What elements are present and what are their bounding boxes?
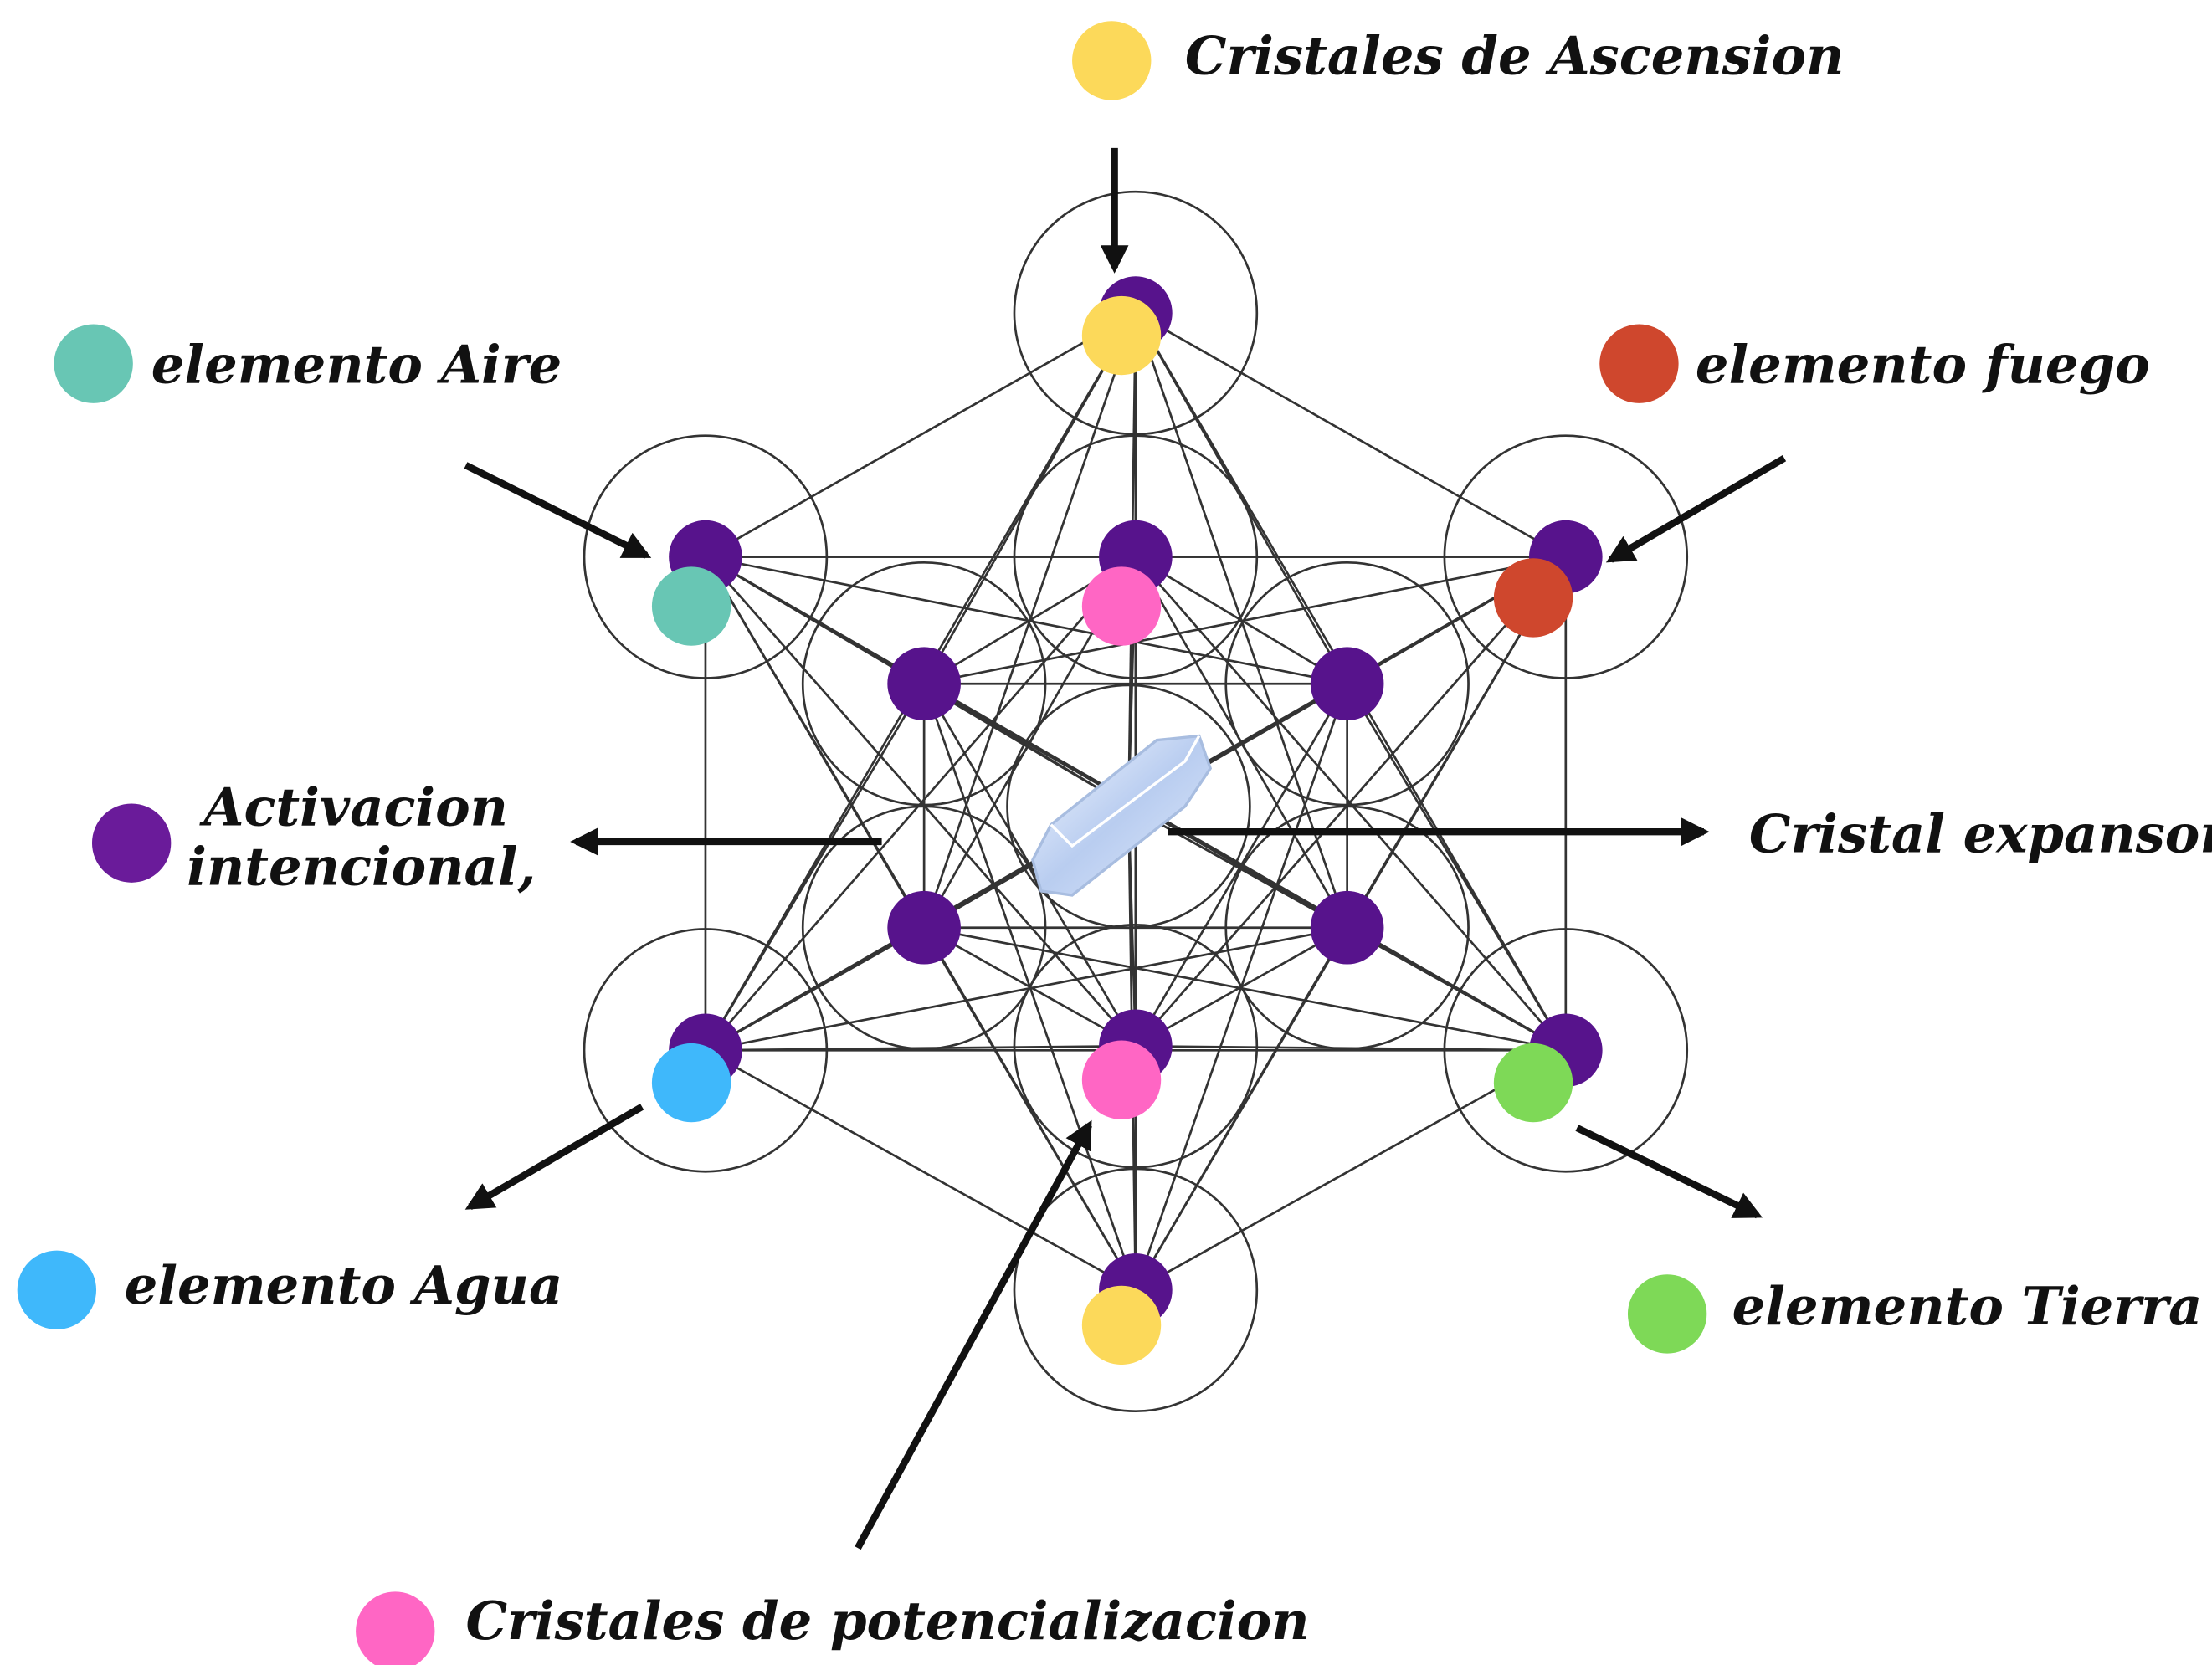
edge bbox=[923, 926, 1137, 1048]
edge bbox=[705, 1044, 1136, 1052]
arrow bbox=[464, 1104, 644, 1211]
edge bbox=[704, 556, 1137, 1052]
label: elemento Tierra bbox=[1732, 1275, 2203, 1337]
legend-dot bbox=[54, 324, 133, 403]
edge bbox=[1134, 556, 1567, 1048]
color-dot bbox=[651, 566, 731, 646]
edge bbox=[704, 556, 926, 929]
arrow bbox=[1605, 454, 1787, 563]
edge bbox=[1346, 683, 1567, 1052]
legend-dot bbox=[1599, 324, 1679, 403]
edge bbox=[1135, 556, 1348, 685]
purple-dot bbox=[1310, 890, 1384, 965]
arrows bbox=[464, 147, 1787, 1550]
color-dot bbox=[1493, 558, 1573, 638]
edge bbox=[1134, 556, 1567, 1052]
edge bbox=[1134, 927, 1348, 1291]
label: Cristales de potencializacion bbox=[466, 1590, 1310, 1652]
legend-dot bbox=[17, 1250, 97, 1329]
edge bbox=[1134, 556, 1348, 929]
arrow bbox=[1575, 1125, 1763, 1219]
edge bbox=[1135, 311, 1567, 558]
crystal bbox=[1031, 734, 1213, 897]
purple-dot bbox=[887, 647, 961, 721]
edge bbox=[1135, 926, 1348, 1048]
edge bbox=[1134, 683, 1348, 1047]
label: elemento Aire bbox=[151, 333, 562, 395]
node-dots bbox=[651, 276, 1603, 1365]
label: Cristales de Ascension bbox=[1185, 24, 1844, 86]
edge bbox=[1135, 1044, 1566, 1052]
label: Cristal expansor bbox=[1749, 803, 2212, 865]
color-dot bbox=[1493, 1043, 1573, 1123]
color-dot bbox=[1081, 295, 1162, 376]
label: intencional, bbox=[187, 835, 536, 897]
edge bbox=[705, 311, 1137, 558]
label: elemento Agua bbox=[125, 1254, 563, 1316]
edge bbox=[923, 926, 1567, 1052]
legend-dot bbox=[1072, 21, 1152, 100]
edge bbox=[705, 1049, 1137, 1291]
edge bbox=[1134, 312, 1348, 684]
edge bbox=[1346, 926, 1567, 1052]
edge bbox=[922, 312, 1137, 684]
edge bbox=[922, 927, 1137, 1291]
color-dot bbox=[1081, 1040, 1162, 1119]
edge bbox=[705, 926, 1347, 1052]
color-dot bbox=[1081, 566, 1162, 646]
edge bbox=[705, 556, 1347, 685]
edge bbox=[922, 683, 1137, 1047]
label: Activacion bbox=[199, 776, 508, 838]
legend: Cristales de Ascension elemento Aire ele… bbox=[17, 21, 2212, 1665]
edge bbox=[1135, 1049, 1567, 1291]
purple-dot bbox=[1310, 647, 1384, 721]
label: elemento fuego bbox=[1696, 333, 2150, 395]
arrow bbox=[464, 462, 652, 559]
edge bbox=[704, 556, 1137, 1048]
edge bbox=[705, 926, 925, 1052]
edge bbox=[923, 556, 1567, 685]
color-dot bbox=[1081, 1285, 1162, 1365]
legend-dot bbox=[1627, 1274, 1707, 1354]
edge bbox=[704, 683, 926, 1052]
arrow bbox=[855, 1119, 1092, 1550]
purple-dot bbox=[887, 890, 961, 965]
legend-dot bbox=[91, 803, 172, 883]
color-dot bbox=[651, 1043, 731, 1123]
legend-dot bbox=[356, 1591, 435, 1665]
